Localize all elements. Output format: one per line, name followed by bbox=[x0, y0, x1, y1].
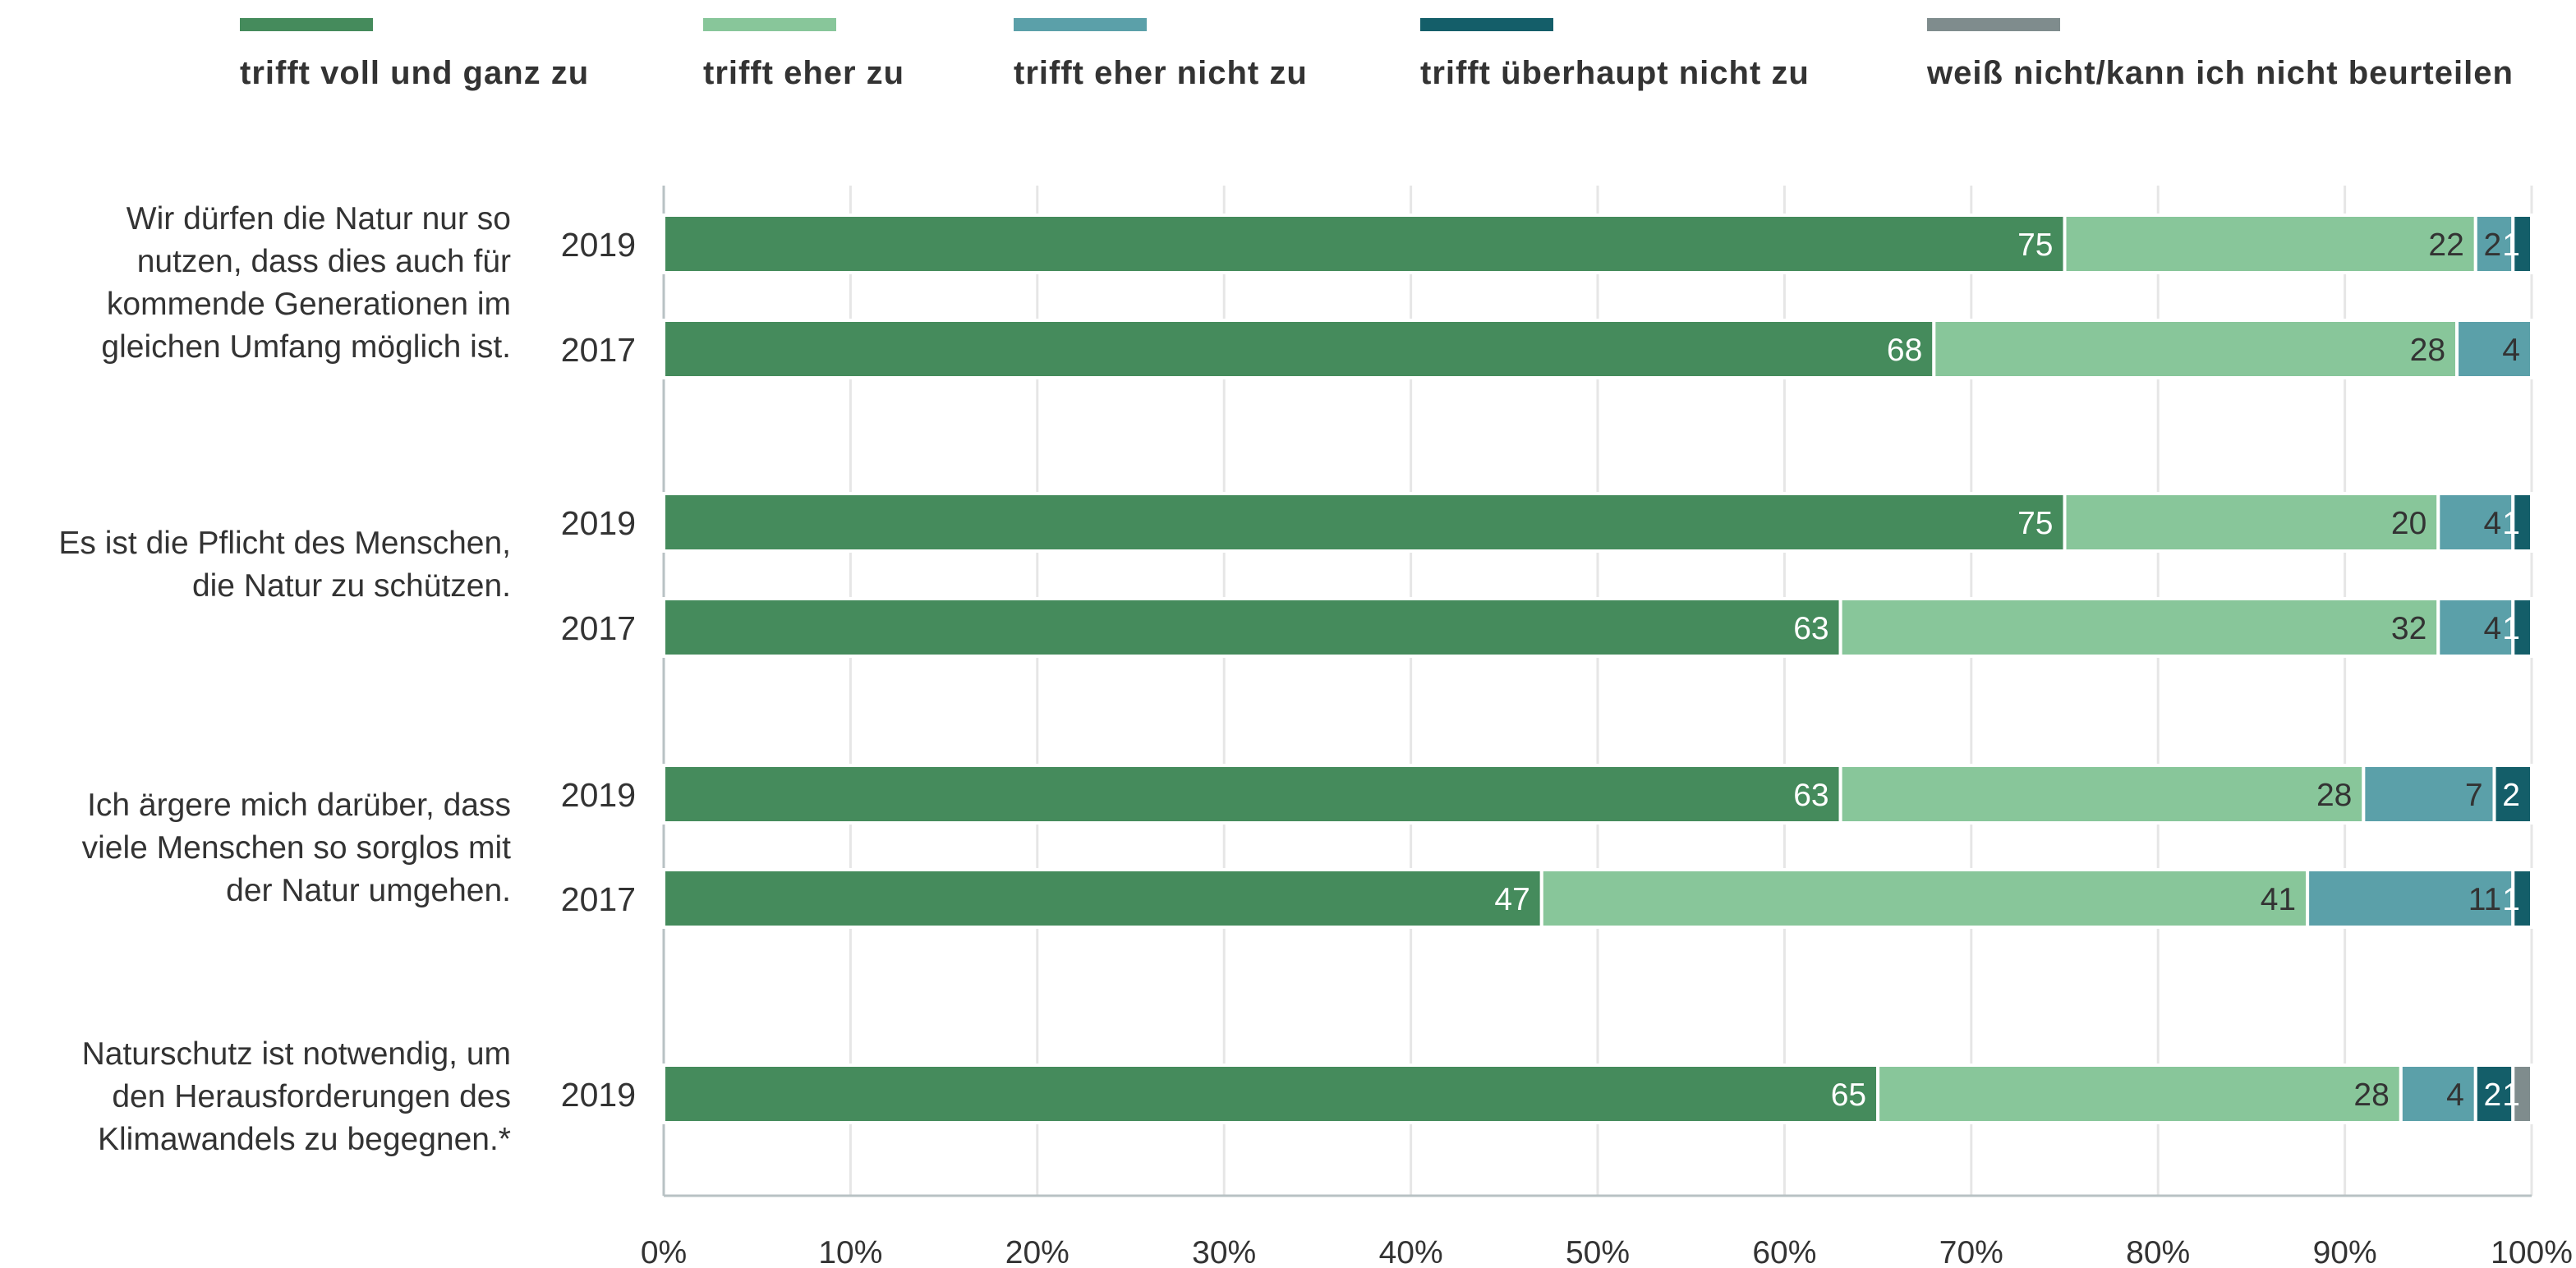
x-tick-label: 0% bbox=[641, 1235, 687, 1268]
bar-segment bbox=[662, 868, 1543, 929]
data-label: 65 bbox=[1831, 1077, 1866, 1113]
bar-segment bbox=[1838, 597, 2440, 658]
bar-segment bbox=[1876, 1064, 2403, 1124]
bar-segment bbox=[1838, 764, 2366, 825]
data-label: 28 bbox=[2353, 1077, 2389, 1113]
data-label: 4 bbox=[2446, 1077, 2464, 1113]
question-label: den Herausforderungen des bbox=[112, 1079, 511, 1114]
legend-label: trifft voll und ganz zu bbox=[240, 55, 589, 91]
bar-segment bbox=[2306, 868, 2515, 929]
legend-label: trifft eher nicht zu bbox=[1014, 55, 1308, 91]
question-label: der Natur umgehen. bbox=[226, 873, 511, 908]
data-label: 1 bbox=[2502, 506, 2520, 541]
legend-label: weiß nicht/kann ich nicht beurteilen bbox=[1926, 55, 2514, 91]
legend-swatch bbox=[1420, 18, 1553, 31]
year-label: 2019 bbox=[561, 504, 636, 542]
data-label: 4 bbox=[2484, 611, 2502, 646]
data-label: 28 bbox=[2410, 333, 2445, 368]
question-label: viele Menschen so sorglos mit bbox=[82, 830, 512, 866]
x-tick-label: 80% bbox=[2126, 1235, 2190, 1268]
bar-segment bbox=[2362, 764, 2496, 825]
bar-segment bbox=[2511, 214, 2534, 274]
data-label: 1 bbox=[2502, 227, 2520, 263]
year-label: 2019 bbox=[561, 776, 636, 814]
legend-label: trifft eher zu bbox=[703, 55, 904, 91]
bar-segment bbox=[1539, 868, 2310, 929]
year-label: 2017 bbox=[561, 331, 636, 369]
question-label: Wir dürfen die Natur nur so bbox=[126, 201, 511, 237]
bar-segment bbox=[2063, 214, 2477, 274]
data-label: 1 bbox=[2502, 611, 2520, 646]
bar-segment bbox=[1932, 319, 2459, 379]
bar-segment bbox=[2511, 868, 2534, 929]
data-label: 28 bbox=[2316, 778, 2352, 813]
question-label: Es ist die Pflicht des Menschen, bbox=[58, 526, 511, 561]
x-tick-label: 50% bbox=[1566, 1235, 1630, 1268]
data-label: 47 bbox=[1494, 882, 1530, 917]
data-label: 75 bbox=[2017, 227, 2053, 263]
legend-swatch bbox=[1014, 18, 1147, 31]
x-tick-label: 30% bbox=[1192, 1235, 1256, 1268]
bar-segment bbox=[2399, 1064, 2477, 1124]
data-label: 63 bbox=[1793, 611, 1828, 646]
data-label: 2 bbox=[2502, 778, 2520, 813]
bar-segment bbox=[662, 597, 1842, 658]
data-label: 2 bbox=[2484, 227, 2502, 263]
question-label: die Natur zu schützen. bbox=[192, 568, 511, 604]
question-label: Klimawandels zu begegnen.* bbox=[98, 1122, 511, 1157]
x-tick-label: 90% bbox=[2313, 1235, 2377, 1268]
legend-label: trifft überhaupt nicht zu bbox=[1420, 55, 1810, 91]
data-label: 22 bbox=[2428, 227, 2463, 263]
data-label: 68 bbox=[1887, 333, 1922, 368]
x-tick-label: 70% bbox=[1939, 1235, 2003, 1268]
bar-segment bbox=[2492, 764, 2534, 825]
bar-segment bbox=[2511, 492, 2534, 553]
question-label: nutzen, dass dies auch für bbox=[137, 244, 511, 279]
year-label: 2017 bbox=[561, 609, 636, 647]
data-label: 1 bbox=[2502, 1077, 2520, 1113]
question-label: kommende Generationen im bbox=[107, 287, 511, 322]
data-label: 20 bbox=[2391, 506, 2426, 541]
data-label: 7 bbox=[2465, 778, 2483, 813]
data-label: 2 bbox=[2484, 1077, 2502, 1113]
year-label: 2019 bbox=[561, 226, 636, 264]
bar-segment bbox=[662, 319, 1936, 379]
year-label: 2017 bbox=[561, 880, 636, 918]
data-label: 32 bbox=[2391, 611, 2426, 646]
bar-segment bbox=[2473, 214, 2515, 274]
legend-swatch bbox=[703, 18, 836, 31]
bar-segment bbox=[662, 492, 2067, 553]
data-label: 75 bbox=[2017, 506, 2053, 541]
legend-swatch bbox=[1927, 18, 2060, 31]
x-tick-label: 20% bbox=[1005, 1235, 1070, 1268]
x-tick-label: 40% bbox=[1379, 1235, 1443, 1268]
x-tick-label: 60% bbox=[1752, 1235, 1816, 1268]
bar-segment bbox=[2511, 1064, 2534, 1124]
bar-segment bbox=[2063, 492, 2440, 553]
data-label: 4 bbox=[2484, 506, 2502, 541]
x-tick-label: 100% bbox=[2491, 1235, 2573, 1268]
data-label: 41 bbox=[2261, 882, 2296, 917]
x-tick-label: 10% bbox=[818, 1235, 882, 1268]
data-label: 1 bbox=[2502, 882, 2520, 917]
data-label: 11 bbox=[2468, 882, 2502, 917]
legend-swatch bbox=[240, 18, 373, 31]
question-label: Naturschutz ist notwendig, um bbox=[82, 1036, 511, 1072]
question-label: Ich ärgere mich darüber, dass bbox=[87, 788, 511, 823]
data-label: 4 bbox=[2502, 333, 2520, 368]
bar-segment bbox=[662, 214, 2067, 274]
bar-segment bbox=[662, 764, 1842, 825]
data-label: 63 bbox=[1793, 778, 1828, 813]
bar-segment bbox=[662, 1064, 1880, 1124]
bar-segment bbox=[2511, 597, 2534, 658]
question-label: gleichen Umfang möglich ist. bbox=[101, 329, 511, 365]
bar-segment bbox=[2455, 319, 2534, 379]
year-label: 2019 bbox=[561, 1076, 636, 1114]
